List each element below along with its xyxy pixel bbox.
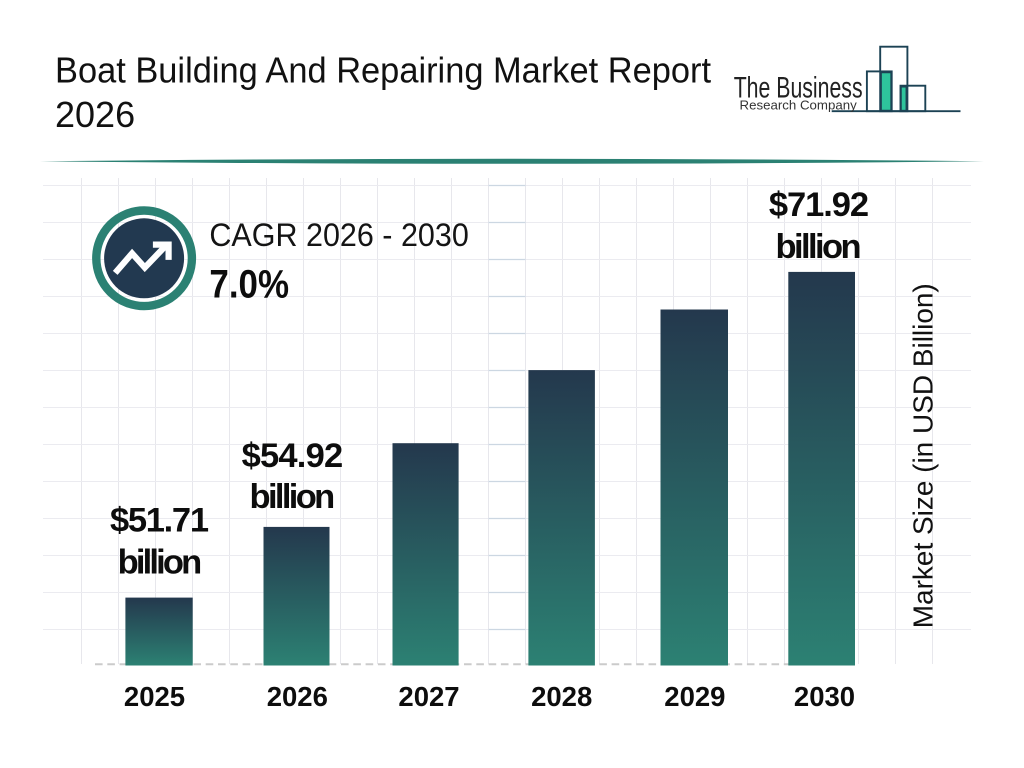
svg-text:$71.92: $71.92 (769, 186, 869, 224)
svg-text:7.0%: 7.0% (209, 263, 289, 307)
svg-text:Boat Building And Repairing Ma: Boat Building And Repairing Market Repor… (55, 50, 711, 91)
svg-text:CAGR 2026 - 2030: CAGR 2026 - 2030 (209, 217, 468, 253)
svg-text:2026: 2026 (267, 681, 328, 712)
svg-text:billion: billion (775, 228, 861, 266)
svg-text:2025: 2025 (124, 681, 185, 712)
svg-text:billion: billion (250, 478, 336, 516)
svg-text:$51.71: $51.71 (110, 502, 209, 540)
svg-text:The Business: The Business (734, 71, 863, 104)
svg-text:2030: 2030 (794, 681, 855, 712)
svg-text:$54.92: $54.92 (242, 437, 344, 475)
svg-text:2026: 2026 (55, 94, 135, 135)
svg-text:Market Size (in USD Billion): Market Size (in USD Billion) (908, 283, 939, 628)
svg-text:2028: 2028 (531, 681, 592, 712)
svg-text:2029: 2029 (664, 681, 725, 712)
svg-text:2027: 2027 (398, 681, 459, 712)
svg-text:billion: billion (118, 544, 203, 582)
svg-text:Research Company: Research Company (740, 97, 858, 112)
